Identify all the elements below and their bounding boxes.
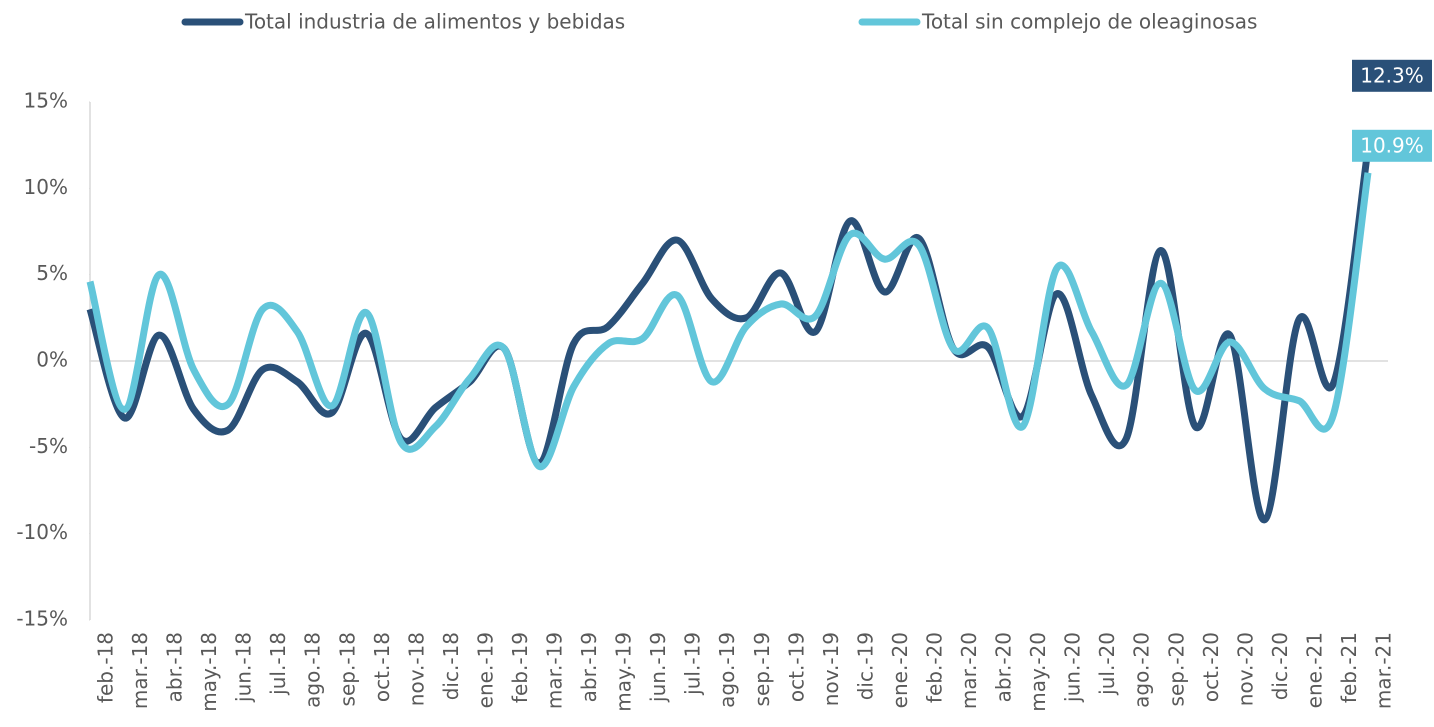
y-tick-label: 0%	[36, 348, 68, 372]
x-tick-label: feb.-21	[1337, 632, 1361, 703]
x-tick-label: ago.-20	[1130, 632, 1154, 708]
x-tick-label: nov.-18	[404, 632, 428, 706]
x-tick-label: abr.-18	[163, 632, 187, 702]
y-tick-label: 10%	[24, 175, 68, 199]
y-tick-label: 5%	[36, 261, 68, 285]
x-tick-label: jun.-19	[646, 632, 670, 703]
x-tick-label: jul.-20	[1095, 632, 1119, 696]
x-tick-label: jul.-18	[266, 632, 290, 696]
x-tick-label: may.-18	[197, 632, 221, 712]
x-tick-label: feb.-20	[922, 632, 946, 703]
x-tick-label: feb.-18	[94, 632, 118, 703]
x-tick-label: nov.-19	[819, 632, 843, 706]
x-tick-label: oct.-19	[784, 632, 808, 702]
y-tick-label: 15%	[24, 89, 68, 113]
x-tick-label: sep.-18	[335, 632, 359, 706]
y-tick-label: -10%	[16, 520, 68, 544]
x-tick-label: ene.-21	[1302, 632, 1326, 708]
x-tick-label: feb.-19	[508, 632, 532, 703]
label-box	[1352, 59, 1432, 92]
x-tick-label: nov.-20	[1233, 632, 1257, 706]
x-tick-label: dic.-19	[853, 632, 877, 700]
legend-label: Total sin complejo de oleaginosas	[921, 10, 1257, 34]
x-tick-label: mar.-21	[1372, 632, 1396, 709]
x-tick-label: oct.-20	[1199, 632, 1223, 702]
x-tick-label: jul.-19	[681, 632, 705, 696]
x-tick-label: dic.-20	[1268, 632, 1292, 700]
x-tick-label: ago.-18	[301, 632, 325, 708]
x-tick-label: sep.-20	[1164, 632, 1188, 706]
x-tick-label: ene.-20	[888, 632, 912, 708]
x-tick-label: jun.-20	[1061, 632, 1085, 703]
x-tick-label: mar.-20	[957, 632, 981, 709]
data-label: 12.3%	[1360, 63, 1424, 87]
y-tick-label: -5%	[29, 434, 68, 458]
x-tick-label: oct.-18	[370, 632, 394, 702]
x-tick-label: abr.-20	[992, 632, 1016, 702]
x-tick-label: ago.-19	[715, 632, 739, 708]
series-line	[86, 172, 1372, 470]
x-tick-label: mar.-19	[543, 632, 567, 709]
legend-label: Total industria de alimentos y bebidas	[244, 10, 625, 34]
data-label: 10.9%	[1360, 133, 1424, 157]
x-tick-label: may.-20	[1026, 632, 1050, 712]
x-tick-label: sep.-19	[750, 632, 774, 706]
label-box	[1352, 129, 1432, 162]
x-tick-label: abr.-19	[577, 632, 601, 702]
y-tick-label: -15%	[16, 607, 68, 631]
x-tick-label: dic.-18	[439, 632, 463, 700]
x-tick-label: may.-19	[612, 632, 636, 712]
x-tick-label: ene.-19	[473, 632, 497, 708]
x-tick-label: mar.-18	[128, 632, 152, 709]
x-tick-label: jun.-18	[232, 632, 256, 703]
